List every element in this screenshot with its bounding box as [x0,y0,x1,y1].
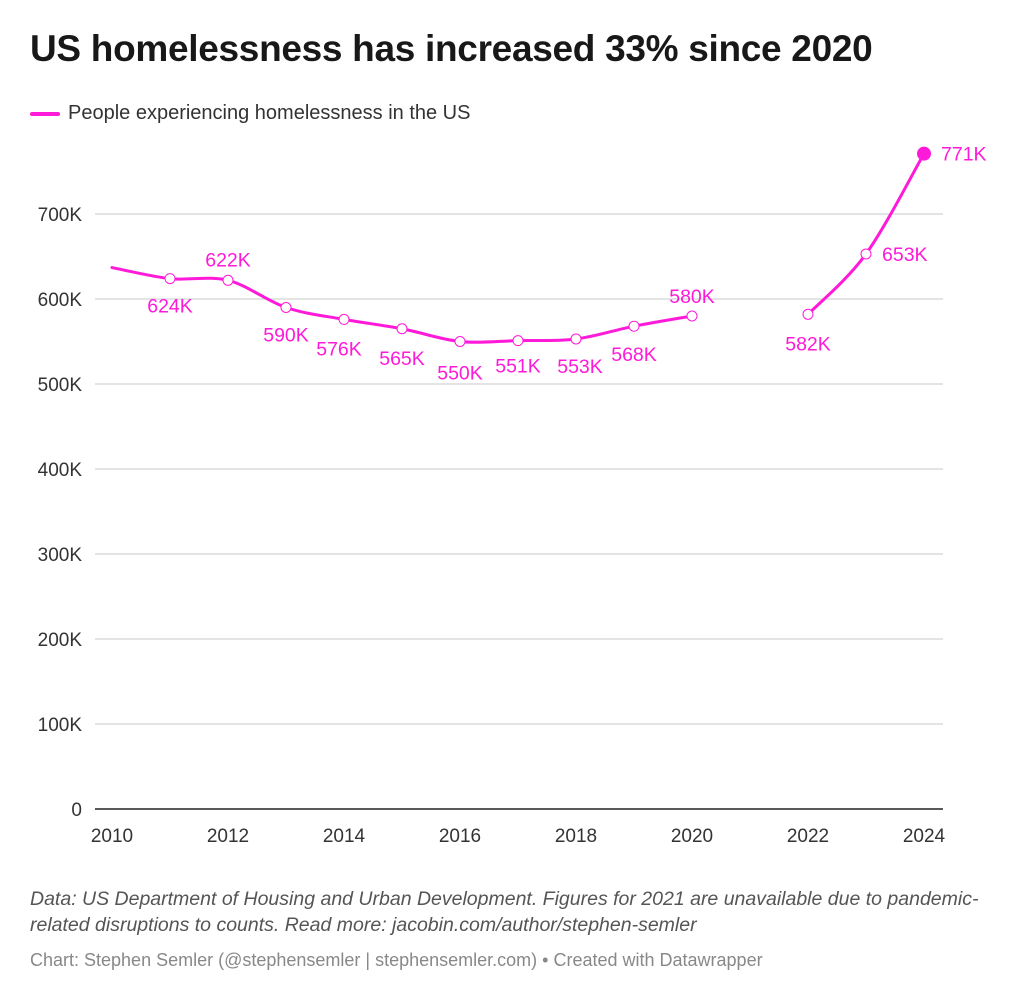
data-point [454,336,466,347]
x-tick-label: 2016 [439,826,481,847]
chart-credit: Chart: Stephen Semler (@stephensemler | … [30,950,763,970]
data-label: 550K [437,363,483,385]
y-tick-label: 600K [38,290,83,311]
y-tick-label: 100K [38,715,83,736]
data-label: 551K [495,356,541,378]
data-point [628,320,640,332]
data-label: 553K [557,356,603,378]
data-point [802,308,814,320]
series-line [806,152,926,316]
data-point [338,313,350,325]
line-chart: 0 100K 200K 300K 400K 500K 600K 700K 2010 2012 201… [38,144,987,847]
x-tick-label: 2020 [671,826,713,847]
y-tick-label: 200K [38,630,83,651]
x-tick-label: 2024 [903,826,946,847]
data-point [570,333,582,345]
chart-title: US homelessness has increased 33% since … [30,28,873,69]
y-tick-label: 300K [38,545,83,566]
data-point [860,248,872,260]
source-notes: Data: US Department of Housing and Urban… [30,888,979,936]
x-tick-label: 2010 [91,826,133,847]
data-point [280,302,292,313]
y-tick-label: 500K [38,375,83,396]
x-tick-label: 2022 [787,826,829,847]
y-tick-label: 700K [38,205,83,226]
data-point [512,335,524,347]
y-tick-label: 400K [38,460,83,481]
legend-swatch [30,111,60,116]
legend-label: People experiencing homelessness in the … [68,102,471,124]
data-point [396,323,408,335]
data-label: 565K [379,348,425,370]
data-label: 580K [669,286,715,308]
data-label: 582K [785,333,831,355]
x-tick-label: 2012 [207,826,249,847]
data-point [917,146,931,161]
y-tick-label: 0 [71,800,82,821]
x-tick-label: 2018 [555,826,597,847]
data-point [686,310,698,322]
x-tick-label: 2014 [323,826,366,847]
data-label: 624K [147,296,193,318]
data-label: 771K [941,144,987,166]
data-point [164,273,176,285]
data-label: 576K [316,338,362,360]
data-label: 568K [611,344,657,366]
data-label: 653K [882,244,928,266]
data-label: 590K [263,325,309,347]
data-label: 622K [205,249,251,271]
data-point [222,274,234,286]
legend: People experiencing homelessness in the … [30,102,470,125]
